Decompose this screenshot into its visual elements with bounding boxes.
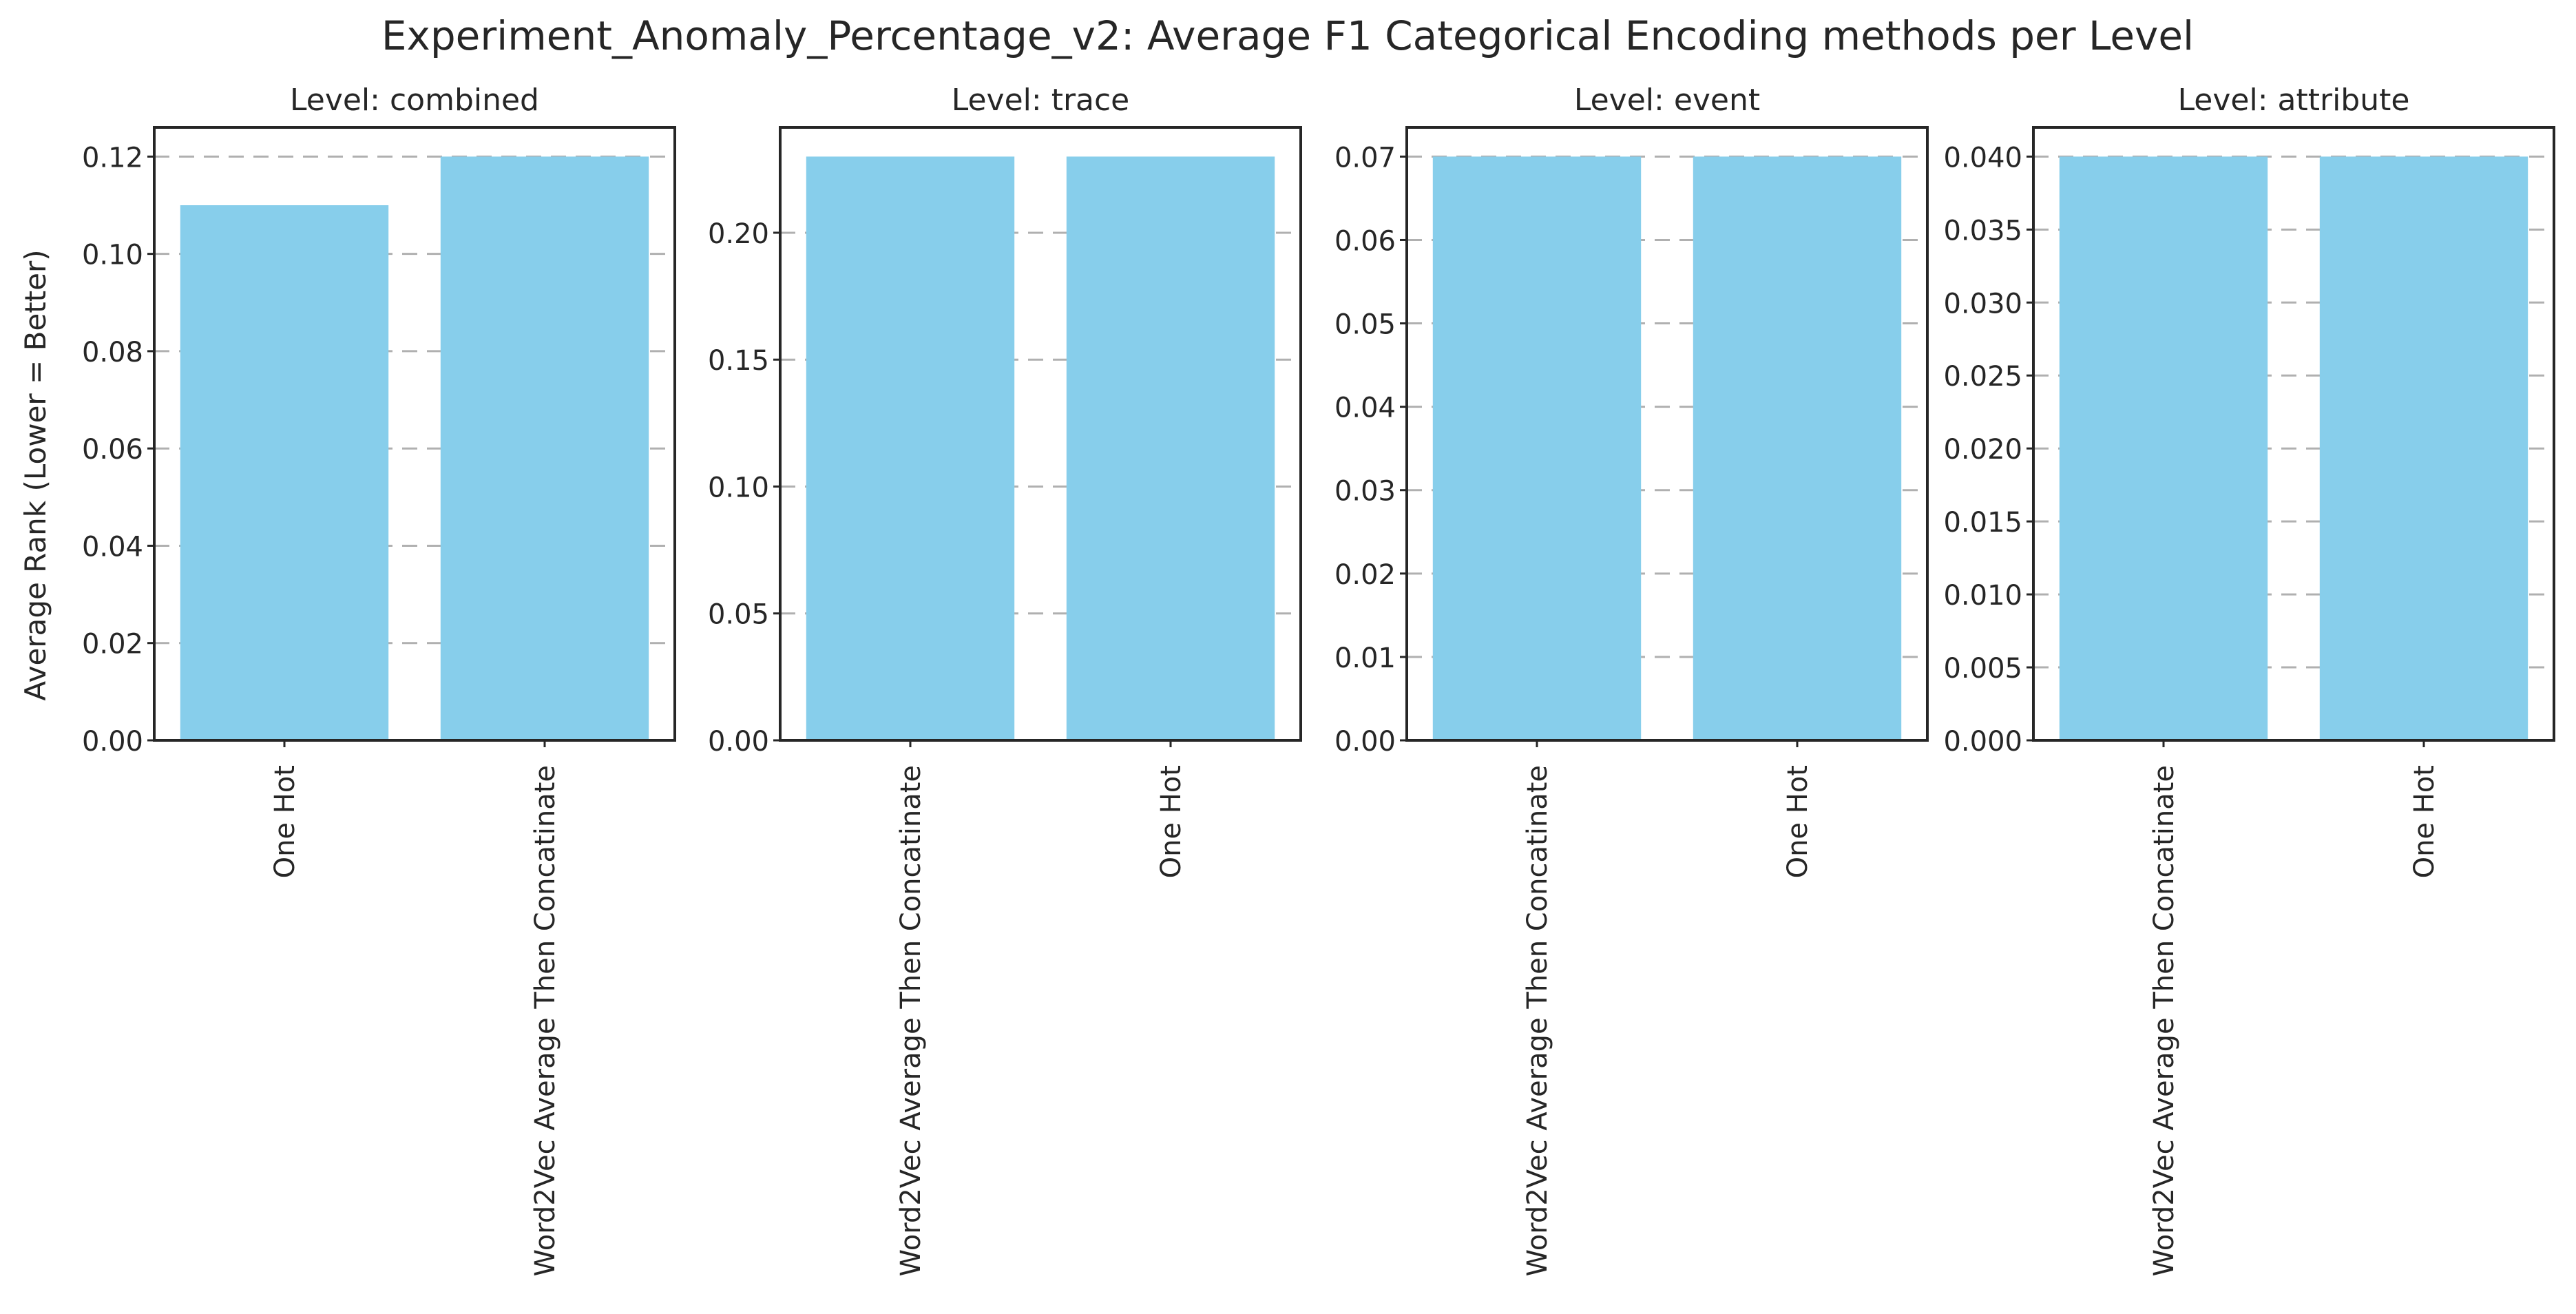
subplot-1: Level: combined 0.00 0.02 0.04 0.06 0.08 0.10 0… xyxy=(82,83,676,1276)
y-tick-label: 0.20 xyxy=(708,218,769,250)
bar xyxy=(440,156,649,740)
axes-frame xyxy=(2032,126,2555,742)
x-tick-label: One Hot xyxy=(1155,765,1187,878)
y-tick-label: 0.08 xyxy=(82,337,143,368)
subplots: Level: combined 0.00 0.02 0.04 0.06 0.08 0.10 0… xyxy=(82,83,2555,1276)
y-tick-label: 0.000 xyxy=(1943,726,2022,758)
subplot-3: Level: event 0.00 0.01 0.02 0.03 0.04 0.05 0.06… xyxy=(1334,83,1929,1276)
y-tick-label: 0.10 xyxy=(708,472,769,503)
bar xyxy=(806,156,1015,740)
y-tick-label: 0.04 xyxy=(82,531,143,563)
y-tick-label: 0.015 xyxy=(1943,507,2022,539)
x-tick-label: Word2Vec Average Then Concatinate xyxy=(2148,765,2180,1276)
axes-frame xyxy=(1405,126,1929,742)
y-tick-label: 0.01 xyxy=(1334,643,1396,674)
y-tick-label: 0.030 xyxy=(1943,288,2022,320)
y-tick-label: 0.05 xyxy=(1334,309,1396,341)
y-tick-label: 0.06 xyxy=(1334,225,1396,257)
y-tick-label: 0.010 xyxy=(1943,580,2022,612)
y-tick-label: 0.035 xyxy=(1943,215,2022,247)
y-tick-label: 0.00 xyxy=(1334,726,1396,758)
x-tick-label: One Hot xyxy=(2409,765,2440,878)
x-tick-label: Word2Vec Average Then Concatinate xyxy=(530,765,561,1276)
y-tick-label: 0.020 xyxy=(1943,434,2022,466)
y-tick-label: 0.03 xyxy=(1334,476,1396,508)
y-tick-label: 0.005 xyxy=(1943,653,2022,685)
subplot-2: Level: trace 0.00 0.05 0.10 0.15 0.20 Word2Vec… xyxy=(708,83,1302,1276)
bar xyxy=(1432,156,1642,740)
y-tick-label: 0.06 xyxy=(82,434,143,466)
subplot-title: Level: attribute xyxy=(2178,83,2410,118)
x-tick-label: Word2Vec Average Then Concatinate xyxy=(1522,765,1553,1276)
bar xyxy=(2319,156,2528,740)
bar xyxy=(180,205,389,740)
axes-frame xyxy=(779,126,1302,742)
axes-frame xyxy=(153,126,676,742)
subplot-title: Level: trace xyxy=(952,83,1130,118)
y-tick-label: 0.10 xyxy=(82,240,143,271)
y-tick-label: 0.00 xyxy=(708,726,769,758)
y-tick-label: 0.05 xyxy=(708,599,769,631)
bar xyxy=(1066,156,1275,740)
x-tick-label: One Hot xyxy=(1782,765,1814,878)
y-tick-label: 0.07 xyxy=(1334,142,1396,174)
y-tick-label: 0.02 xyxy=(82,629,143,660)
y-tick-label: 0.02 xyxy=(1334,559,1396,591)
x-tick-label: One Hot xyxy=(269,765,301,878)
bar xyxy=(1693,156,1902,740)
y-tick-label: 0.00 xyxy=(82,726,143,758)
y-tick-label: 0.15 xyxy=(708,345,769,377)
subplot-4: Level: attribute 0.000 0.005 0.010 0.015 0.02… xyxy=(1943,83,2555,1276)
y-tick-label: 0.040 xyxy=(1943,142,2022,174)
y-axis-label: Average Rank (Lower = Better) xyxy=(19,249,52,700)
bar xyxy=(2059,156,2268,740)
figure-title: Experiment_Anomaly_Percentage_v2: Averag… xyxy=(381,12,2194,59)
x-tick-label: Word2Vec Average Then Concatinate xyxy=(895,765,927,1276)
subplot-title: Level: combined xyxy=(290,83,539,118)
y-tick-label: 0.025 xyxy=(1943,361,2022,393)
y-tick-label: 0.12 xyxy=(82,142,143,174)
y-tick-label: 0.04 xyxy=(1334,393,1396,424)
subplot-title: Level: event xyxy=(1574,83,1760,118)
